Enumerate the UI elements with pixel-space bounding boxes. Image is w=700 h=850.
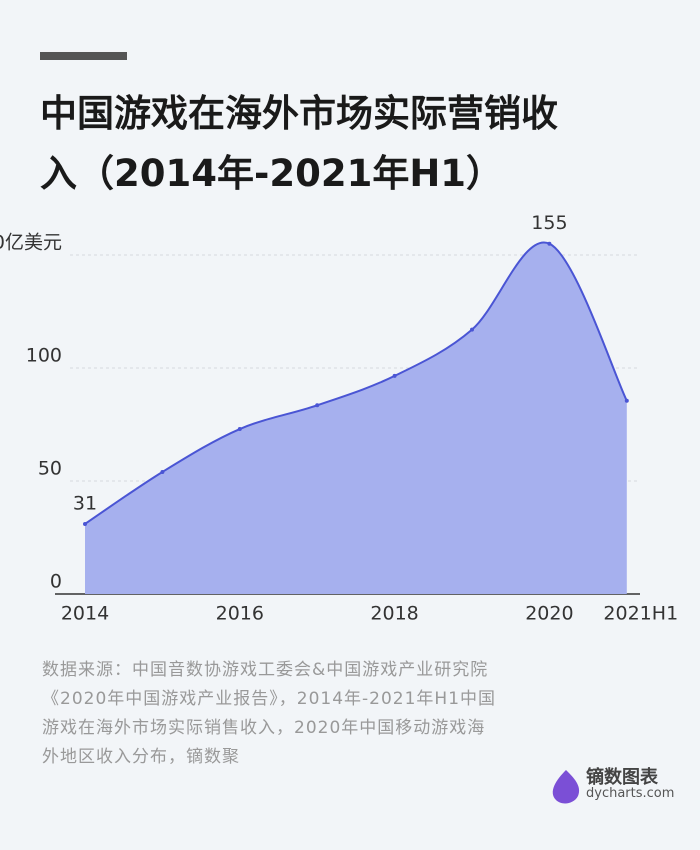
chart-title: 中国游戏在海外市场实际营销收入（2014年-2021年H1） bbox=[40, 92, 558, 195]
y-tick-label: 100 bbox=[26, 345, 62, 367]
logo bbox=[552, 770, 580, 804]
x-tick-label: 2020 bbox=[525, 603, 573, 625]
area bbox=[85, 242, 627, 594]
point bbox=[83, 521, 87, 526]
y-tick-label: 0 bbox=[50, 571, 62, 593]
x-tick-label: 2021H1 bbox=[603, 603, 678, 625]
point bbox=[470, 327, 474, 332]
point bbox=[237, 427, 242, 432]
point bbox=[160, 469, 165, 474]
brand: 镝数图表 bbox=[586, 767, 658, 788]
y-tick-label: 150亿美元 bbox=[0, 232, 62, 254]
point bbox=[315, 403, 320, 408]
title-bar bbox=[40, 52, 127, 60]
x-tick-label: 2018 bbox=[370, 603, 418, 625]
x-tick-label: 2016 bbox=[216, 603, 264, 625]
point bbox=[392, 373, 397, 378]
value-label: 31 bbox=[73, 492, 97, 514]
brand-url: dycharts.com bbox=[586, 786, 675, 801]
point bbox=[547, 241, 552, 246]
y-tick-label: 50 bbox=[38, 458, 62, 480]
value-label: 155 bbox=[531, 212, 567, 234]
point bbox=[624, 398, 629, 403]
source-note: 数据来源：中国音数协游戏工委会&中国游戏产业研究院《2020年中国游戏产业报告》… bbox=[42, 660, 497, 767]
x-tick-label: 2014 bbox=[61, 603, 109, 625]
